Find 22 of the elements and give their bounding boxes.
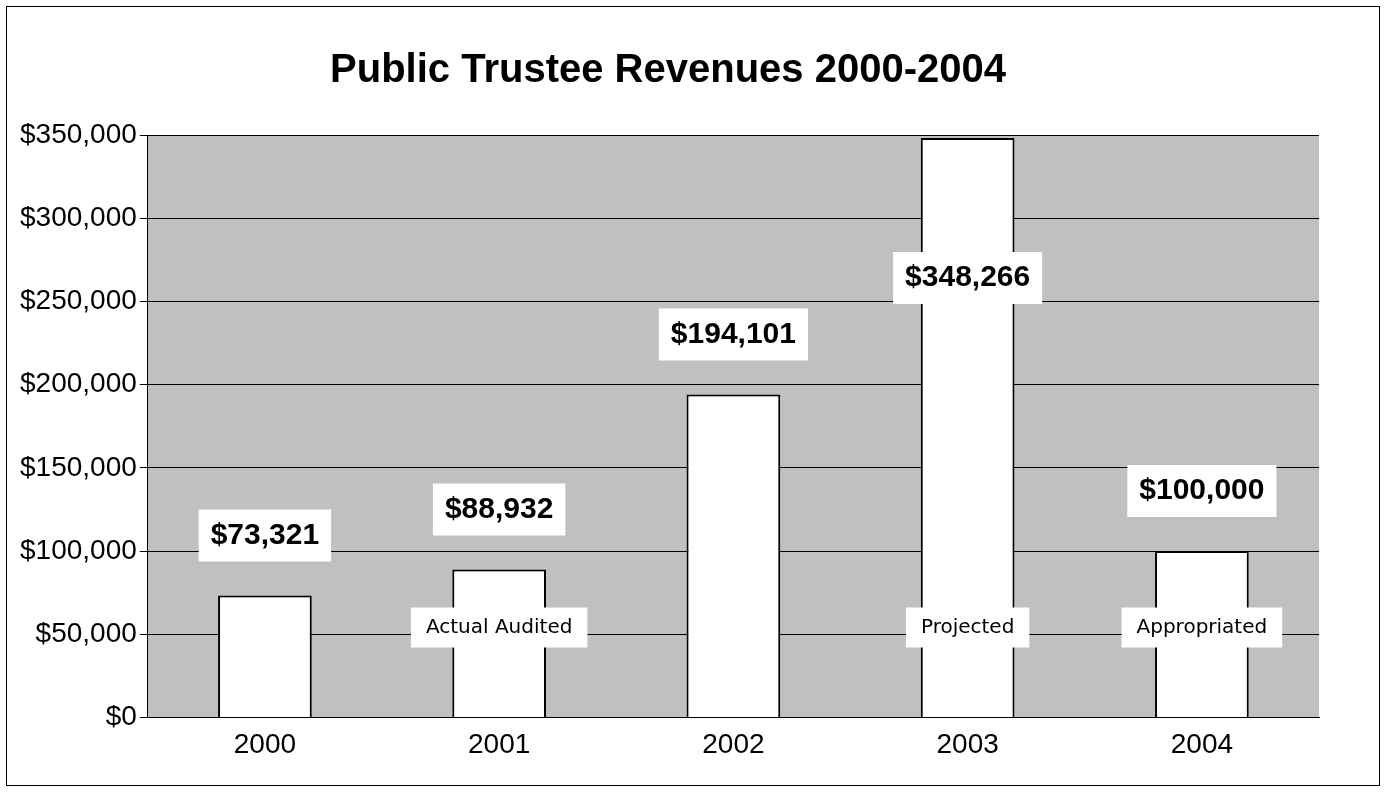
data-label: $88,932 xyxy=(444,490,554,524)
y-tick-label: $100,000 xyxy=(19,533,137,565)
data-label: $194,101 xyxy=(670,315,796,349)
annotation: Actual Audited xyxy=(425,613,573,638)
y-tick-label: $200,000 xyxy=(19,367,137,399)
y-tick-label: $150,000 xyxy=(19,450,137,482)
data-label: $348,266 xyxy=(905,259,1031,293)
chart-title: Public Trustee Revenues 2000-2004 xyxy=(330,46,1007,91)
y-tick-label: $300,000 xyxy=(19,200,137,232)
y-tick-label: $50,000 xyxy=(35,616,137,648)
x-tick-label: 2001 xyxy=(468,727,531,759)
x-tick-label: 2004 xyxy=(1170,727,1234,759)
annotation: Projected xyxy=(920,613,1015,638)
y-tick-label: $0 xyxy=(105,700,137,732)
annotation: Appropriated xyxy=(1136,613,1268,638)
x-tick-label: 2003 xyxy=(936,727,999,759)
y-tick-label: $350,000 xyxy=(19,117,137,149)
data-label: $100,000 xyxy=(1139,472,1265,506)
y-tick-label: $250,000 xyxy=(19,284,137,316)
x-tick-label: 2000 xyxy=(233,727,297,759)
data-label: $73,321 xyxy=(210,516,320,550)
x-tick-label: 2002 xyxy=(702,727,765,759)
